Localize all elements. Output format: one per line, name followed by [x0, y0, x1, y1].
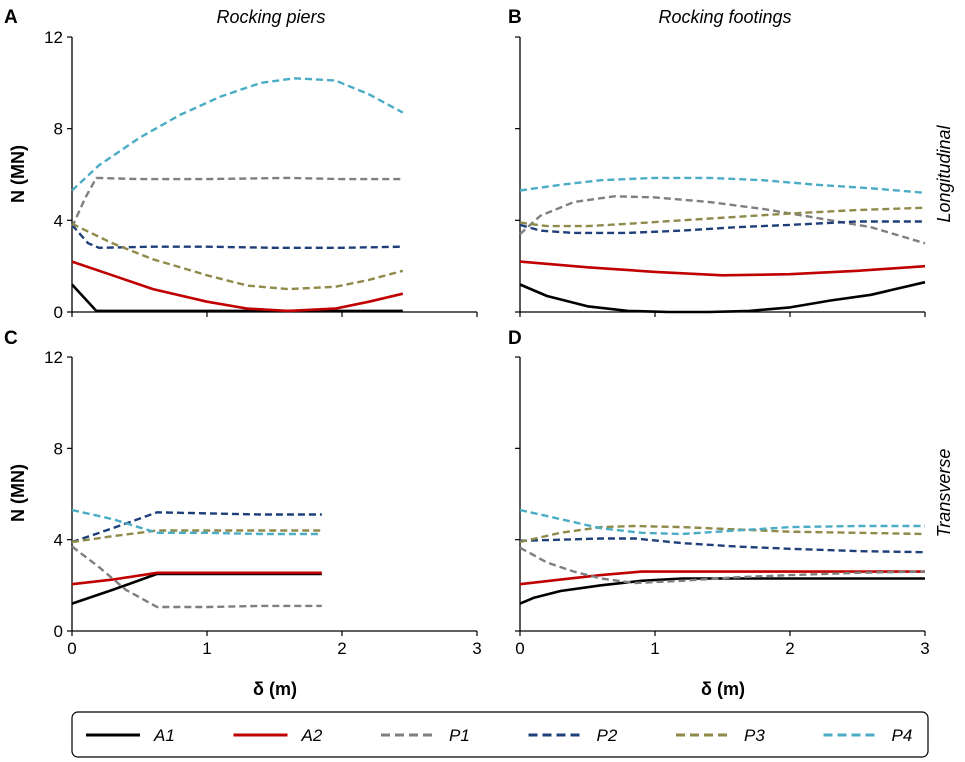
y-tick-label: 8: [54, 120, 63, 139]
series-line-p2: [519, 537, 926, 554]
legend-label: P4: [892, 726, 913, 745]
legend-label: P2: [597, 726, 618, 745]
legend-label: A1: [153, 726, 175, 745]
series-line-p1: [71, 545, 322, 609]
series-line-p3: [519, 206, 926, 228]
series-line-p1: [70, 176, 403, 228]
column-title-rocking-footings: Rocking footings: [658, 7, 791, 27]
panel-letter: B: [508, 7, 522, 28]
series-line-p2: [71, 224, 403, 250]
panel-letter: A: [4, 7, 18, 28]
y-tick-label: 4: [54, 211, 63, 230]
series-line-a2: [519, 570, 925, 586]
legend-item-a1: A1: [86, 726, 175, 745]
panel-letter: D: [508, 328, 522, 349]
row-title-longitudinal: Longitudinal: [934, 124, 954, 222]
legend-label: P3: [744, 726, 765, 745]
x-axis-title-left: δ (m): [253, 679, 297, 699]
y-tick-label: 0: [54, 622, 63, 641]
y-tick-label: 12: [44, 28, 63, 47]
series-line-p3: [71, 222, 404, 291]
series-line-a1: [71, 283, 403, 313]
series-line-p3: [519, 524, 926, 544]
row-title-transverse: Transverse: [934, 449, 954, 538]
panel-a: A 0 4 8 12: [4, 7, 478, 322]
column-title-rocking-piers: Rocking piers: [216, 7, 325, 27]
panel-b: B: [508, 7, 926, 317]
y-tick-label: 4: [54, 531, 63, 550]
panel-letter: C: [4, 328, 18, 349]
legend-item-p2: P2: [528, 726, 618, 745]
legend-label: A2: [301, 726, 323, 745]
series-line-p4: [71, 77, 404, 192]
series-line-a1: [519, 280, 926, 314]
x-tick-label: 1: [202, 639, 211, 658]
series-line-p2: [71, 511, 322, 544]
series-line-a1: [71, 572, 322, 605]
x-tick-label: 3: [920, 639, 929, 658]
legend-item-p1: P1: [381, 726, 470, 745]
y-tick-label: 8: [54, 439, 63, 458]
series-line-a1: [519, 577, 925, 605]
series-line-a2: [519, 260, 926, 277]
y-axis-title-top: N (MN): [8, 145, 28, 203]
series-line-p1: [519, 546, 926, 585]
x-tick-label: 0: [67, 639, 76, 658]
panel-d: D 0 1 2 3: [508, 328, 930, 658]
legend-box: [71, 711, 929, 758]
legend-item-p3: P3: [676, 726, 765, 745]
series-line-p4: [519, 176, 926, 194]
legend-item-a2: A2: [233, 726, 323, 745]
x-tick-label: 1: [650, 639, 659, 658]
y-axis-title-bottom: N (MN): [8, 464, 28, 522]
series-line-p1: [519, 195, 926, 245]
legend-item-p4: P4: [823, 726, 913, 745]
series-line-p3: [71, 529, 322, 544]
legend-label: P1: [449, 726, 470, 745]
x-axis-title-right: δ (m): [701, 679, 745, 699]
y-tick-label: 12: [44, 348, 63, 367]
x-tick-label: 2: [337, 639, 346, 658]
x-tick-label: 2: [785, 639, 794, 658]
series-line-a2: [71, 260, 404, 313]
series-line-p4: [519, 508, 925, 536]
series-line-p4: [71, 508, 322, 536]
x-tick-label: 0: [515, 639, 524, 658]
y-tick-label: 0: [54, 303, 63, 322]
x-tick-label: 3: [472, 639, 481, 658]
series-line-a2: [71, 571, 322, 586]
legend: A1 A2 P1 P2 P3 P4: [86, 726, 912, 745]
